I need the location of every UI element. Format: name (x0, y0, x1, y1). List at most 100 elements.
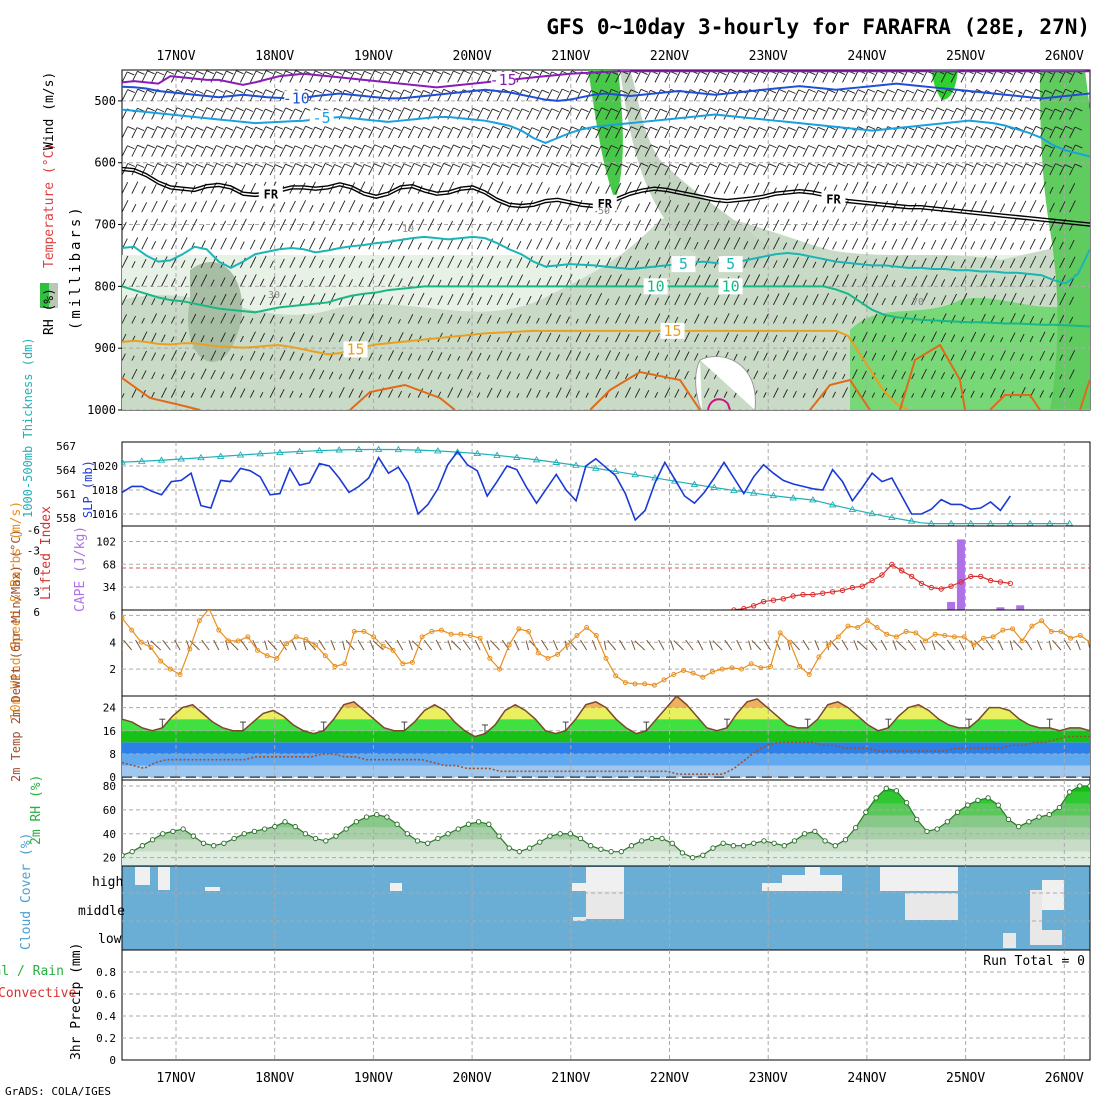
wind-barb-feather (127, 163, 135, 167)
wind-barb (1029, 145, 1037, 157)
wind-barb (486, 205, 491, 213)
wind-barb (131, 127, 138, 139)
chart-title: GFS 0~10day 3-hourly for FARAFRA (28E, 2… (546, 15, 1090, 39)
wind-barb-feather (315, 70, 323, 75)
wind-barb-feather (383, 145, 392, 149)
wind-axes: 246 (109, 609, 116, 676)
wind-barb (605, 369, 611, 380)
wind-barb-feather (897, 144, 905, 149)
thickness-marker (848, 505, 857, 512)
bottom-date-label: 18NOV (255, 1071, 294, 1086)
wind-barb (832, 218, 839, 231)
wind-barb (407, 237, 415, 250)
wind-barb (407, 163, 415, 176)
wind-barb (753, 331, 760, 343)
wind-barb (605, 218, 612, 231)
humidity-marker (394, 821, 400, 827)
wind-barb (703, 200, 711, 213)
lifted-index-marker (889, 561, 895, 568)
wind-barb-feather (205, 145, 214, 150)
wind-barb (802, 238, 809, 250)
wind-barb (753, 274, 761, 287)
wind-barb-feather (1006, 88, 1014, 93)
wind-barb (921, 368, 927, 380)
wind-barb-feather (324, 126, 333, 130)
wind-barb (1019, 145, 1026, 157)
wind-barb (427, 70, 435, 83)
wind-speed-series (122, 610, 1090, 688)
wind-barb-10m (162, 639, 171, 651)
wind-barb (615, 164, 622, 176)
wind-barb (299, 392, 303, 398)
humidity-marker (211, 843, 217, 849)
wind-barb (763, 126, 770, 139)
wind-barb (615, 256, 622, 269)
temperature-tick: 0 (109, 771, 116, 784)
wind-barb (773, 293, 780, 306)
wind-barb-feather (630, 126, 639, 131)
wind-barb-10m (763, 639, 771, 651)
wind-barb (763, 89, 770, 102)
wind-barb (536, 237, 543, 250)
wind-barb (753, 296, 759, 306)
thickness-tick: 564 (56, 464, 76, 477)
wind-speed-marker (167, 666, 173, 672)
wind-barb (773, 237, 780, 250)
wind-barb (496, 108, 504, 120)
wind-barb-feather (818, 126, 826, 131)
wind-barb (190, 70, 198, 83)
wind-barb (526, 295, 532, 306)
wind-barb (170, 221, 177, 231)
humidity-marker (628, 843, 635, 849)
isotherm-label: 5 (726, 255, 735, 273)
wind-barb (230, 333, 235, 343)
wind-barb (368, 292, 376, 306)
wind-barb (1000, 145, 1007, 157)
wind-barb (842, 296, 848, 306)
wind-barb-feather (897, 88, 905, 93)
wind-barb-feather (354, 145, 362, 150)
wind-barb-feather (798, 145, 806, 150)
wind-barb (516, 297, 521, 306)
wind-barb (851, 181, 859, 194)
wind-barb (467, 274, 474, 287)
wind-speed-marker (816, 654, 822, 660)
wind-barb (170, 163, 178, 176)
wind-barb-feather (206, 89, 214, 94)
cloud-gap-high-23nov-c (805, 867, 820, 879)
humidity-grid (122, 780, 1090, 866)
wind-barb (180, 163, 188, 176)
wind-barb (1009, 258, 1016, 269)
wind-barb (1049, 186, 1054, 194)
humidity-marker (852, 825, 859, 831)
wind-barb (249, 274, 257, 287)
wind-barb-feather (404, 70, 412, 75)
wind-barb-10m (603, 640, 607, 651)
wind-barb (486, 315, 492, 324)
wind-barb-feather (265, 108, 273, 113)
humidity-marker (180, 826, 186, 832)
wind-barb (980, 223, 985, 231)
wind-barb-feather (403, 163, 412, 168)
wind-barb (743, 184, 749, 194)
humidity-marker (139, 843, 146, 849)
slp-line (122, 450, 1011, 522)
lifted-index-tick: 6 (33, 606, 40, 619)
wind-barb-feather (522, 145, 530, 150)
wind-barb (792, 240, 798, 250)
wind-barb (812, 261, 817, 269)
wind-barb-feather (758, 127, 767, 131)
wind-barb (842, 107, 849, 120)
wind-barb (397, 163, 405, 176)
wind-barb-feather (255, 144, 264, 149)
wind-barb (269, 220, 276, 231)
slp-tick: 1016 (92, 508, 119, 521)
wind-barb (694, 71, 701, 83)
wind-speed-marker (574, 633, 580, 639)
wind-barb-feather (354, 108, 362, 113)
wind-barb (506, 371, 512, 380)
wind-barb (299, 126, 306, 139)
wind-barb (555, 387, 562, 398)
thickness-marker (137, 457, 146, 464)
wind-speed-marker (826, 642, 832, 648)
